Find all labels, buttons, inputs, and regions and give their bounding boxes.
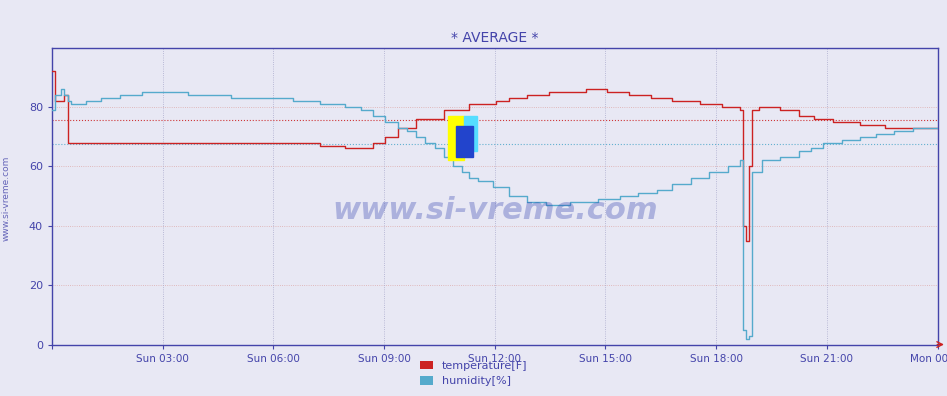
Bar [456,126,474,157]
Bar [464,116,476,151]
Bar [448,116,464,160]
Legend: temperature[F], humidity[%]: temperature[F], humidity[%] [420,361,527,386]
Text: www.si-vreme.com: www.si-vreme.com [332,196,657,225]
Text: www.si-vreme.com: www.si-vreme.com [1,155,10,241]
Title: * AVERAGE *: * AVERAGE * [451,31,539,45]
